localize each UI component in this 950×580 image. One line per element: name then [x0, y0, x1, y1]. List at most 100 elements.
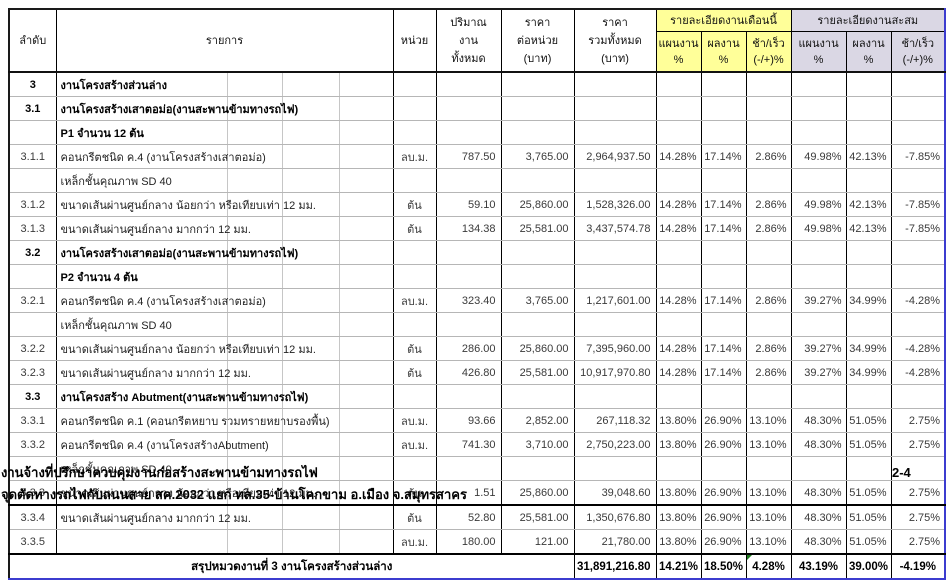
summary-month-actual-cell[interactable]: 18.50%: [700, 553, 747, 580]
month-actual-cell[interactable]: 26.90%: [700, 504, 747, 530]
row-number-cell[interactable]: 3.1.2: [8, 192, 57, 217]
month-actual-cell[interactable]: [700, 120, 747, 145]
header-cum-plan[interactable]: แผนงาน %: [790, 31, 847, 73]
cum-diff-cell[interactable]: [890, 71, 946, 97]
total-price-cell[interactable]: 1,350,676.80: [573, 504, 657, 530]
cum-diff-cell[interactable]: -7.85%: [890, 144, 946, 169]
month-diff-cell[interactable]: 2.86%: [745, 192, 792, 217]
cum-diff-cell[interactable]: [890, 312, 946, 337]
month-plan-cell[interactable]: 13.80%: [655, 529, 702, 555]
month-actual-cell[interactable]: 17.14%: [700, 216, 747, 241]
cum-actual-cell[interactable]: 51.05%: [845, 480, 892, 506]
cum-actual-cell[interactable]: [845, 168, 892, 193]
header-unit-price[interactable]: ราคา ต่อหน่วย (บาท): [500, 8, 575, 73]
unit-price-cell[interactable]: 25,581.00: [500, 360, 575, 385]
header-group-cumulative[interactable]: รายละเอียดงานสะสม: [790, 8, 946, 32]
month-actual-cell[interactable]: [700, 312, 747, 337]
month-actual-cell[interactable]: 17.14%: [700, 360, 747, 385]
cum-plan-cell[interactable]: [790, 384, 847, 409]
cum-plan-cell[interactable]: [790, 456, 847, 481]
unit-price-cell[interactable]: [500, 71, 575, 97]
unit-cell[interactable]: [392, 264, 437, 289]
unit-price-cell[interactable]: 2,852.00: [500, 408, 575, 433]
cum-diff-cell[interactable]: [890, 240, 946, 265]
total-price-cell[interactable]: 21,780.00: [573, 529, 657, 555]
unit-cell[interactable]: ลบ.ม.: [392, 408, 437, 433]
unit-cell[interactable]: [392, 96, 437, 121]
header-no[interactable]: ลำดับ: [8, 8, 57, 73]
total-price-cell[interactable]: [573, 96, 657, 121]
cum-actual-cell[interactable]: 51.05%: [845, 529, 892, 555]
month-actual-cell[interactable]: [700, 456, 747, 481]
month-plan-cell[interactable]: 14.28%: [655, 144, 702, 169]
summary-total-cell[interactable]: 31,891,216.80: [573, 553, 657, 580]
cum-diff-cell[interactable]: 2.75%: [890, 480, 946, 506]
month-diff-cell[interactable]: 2.86%: [745, 216, 792, 241]
quantity-cell[interactable]: [435, 312, 502, 337]
total-price-cell[interactable]: 39,048.60: [573, 480, 657, 506]
quantity-cell[interactable]: 180.00: [435, 529, 502, 555]
month-diff-cell[interactable]: 2.86%: [745, 336, 792, 361]
item-description-cell[interactable]: งานโครงสร้างเสาตอม่อ(งานสะพานข้ามทางรถไฟ…: [55, 96, 394, 121]
cum-diff-cell[interactable]: -4.28%: [890, 288, 946, 313]
unit-price-cell[interactable]: 25,860.00: [500, 336, 575, 361]
unit-price-cell[interactable]: [500, 120, 575, 145]
total-price-cell[interactable]: [573, 312, 657, 337]
item-description-cell[interactable]: P2 จำนวน 4 ต้น: [55, 264, 394, 289]
month-actual-cell[interactable]: [700, 240, 747, 265]
item-description-cell[interactable]: ขนาดเส้นผ่านศูนย์กลาง มากกว่า 12 มม.: [55, 216, 394, 241]
unit-cell[interactable]: ต้น: [392, 192, 437, 217]
total-price-cell[interactable]: [573, 71, 657, 97]
quantity-cell[interactable]: [435, 168, 502, 193]
month-actual-cell[interactable]: 26.90%: [700, 432, 747, 457]
item-description-cell[interactable]: ขนาดเส้นผ่านศูนย์กลาง น้อยกว่า หรือเทียบ…: [55, 336, 394, 361]
month-diff-cell[interactable]: [745, 96, 792, 121]
cum-plan-cell[interactable]: 49.98%: [790, 216, 847, 241]
month-plan-cell[interactable]: 13.80%: [655, 480, 702, 506]
summary-cum-diff-cell[interactable]: -4.19%: [890, 553, 946, 580]
header-month-actual[interactable]: ผลงาน %: [700, 31, 747, 73]
quantity-cell[interactable]: [435, 456, 502, 481]
row-number-cell[interactable]: 3.3.3: [8, 480, 57, 506]
item-description-cell[interactable]: คอนกรีตชนิด ค.1 (คอนกรีตหยาบ รวมทรายหยาบ…: [55, 408, 394, 433]
item-description-cell[interactable]: P1 จำนวน 12 ต้น: [55, 120, 394, 145]
row-number-cell[interactable]: 3.3.5: [8, 529, 57, 555]
header-cum-actual[interactable]: ผลงาน %: [845, 31, 892, 73]
month-plan-cell[interactable]: [655, 264, 702, 289]
month-plan-cell[interactable]: 14.28%: [655, 216, 702, 241]
item-description-cell[interactable]: เหล็กชั้นคุณภาพ SD 40: [55, 456, 394, 481]
row-number-cell[interactable]: 3.3: [8, 384, 57, 409]
month-actual-cell[interactable]: [700, 264, 747, 289]
unit-cell[interactable]: ต้น: [392, 336, 437, 361]
cum-actual-cell[interactable]: 51.05%: [845, 408, 892, 433]
unit-cell[interactable]: ลบ.ม.: [392, 288, 437, 313]
row-number-cell[interactable]: 3.3.1: [8, 408, 57, 433]
quantity-cell[interactable]: 426.80: [435, 360, 502, 385]
month-actual-cell[interactable]: 26.90%: [700, 529, 747, 555]
month-diff-cell[interactable]: [745, 71, 792, 97]
month-plan-cell[interactable]: [655, 384, 702, 409]
total-price-cell[interactable]: [573, 456, 657, 481]
cum-diff-cell[interactable]: [890, 120, 946, 145]
cum-diff-cell[interactable]: -7.85%: [890, 192, 946, 217]
quantity-cell[interactable]: 59.10: [435, 192, 502, 217]
total-price-cell[interactable]: 267,118.32: [573, 408, 657, 433]
summary-cum-actual-cell[interactable]: 39.00%: [845, 553, 892, 580]
month-diff-cell[interactable]: 2.86%: [745, 360, 792, 385]
month-actual-cell[interactable]: 17.14%: [700, 144, 747, 169]
unit-price-cell[interactable]: 25,860.00: [500, 480, 575, 506]
month-diff-cell[interactable]: [745, 120, 792, 145]
month-diff-cell[interactable]: [745, 240, 792, 265]
row-number-cell[interactable]: 3.2.2: [8, 336, 57, 361]
unit-price-cell[interactable]: [500, 240, 575, 265]
total-price-cell[interactable]: [573, 264, 657, 289]
quantity-cell[interactable]: [435, 71, 502, 97]
cum-actual-cell[interactable]: [845, 71, 892, 97]
quantity-cell[interactable]: [435, 240, 502, 265]
unit-price-cell[interactable]: [500, 456, 575, 481]
month-plan-cell[interactable]: [655, 120, 702, 145]
row-number-cell[interactable]: [8, 168, 57, 193]
header-item[interactable]: รายการ: [55, 8, 394, 73]
unit-cell[interactable]: [392, 240, 437, 265]
month-plan-cell[interactable]: 14.28%: [655, 288, 702, 313]
